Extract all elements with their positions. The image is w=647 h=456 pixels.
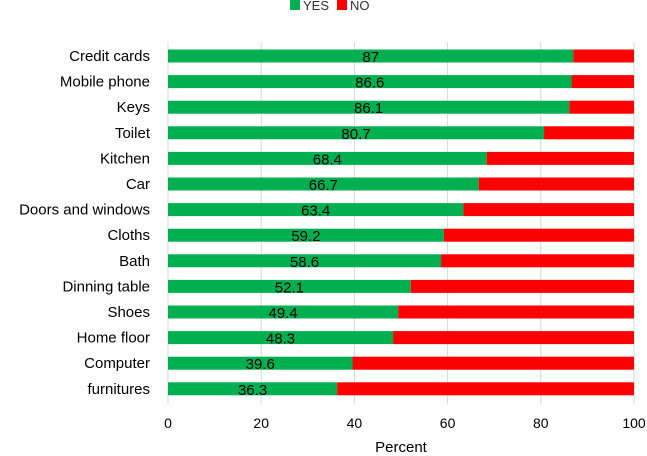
bar-yes-9 — [168, 279, 411, 293]
bar-yes-2 — [168, 100, 570, 114]
bar-no-7 — [443, 228, 634, 242]
category-label-6: Doors and windows — [19, 202, 150, 219]
legend-swatch-no — [337, 0, 347, 10]
category-label-9: Dinning table — [62, 278, 150, 295]
bar-no-11 — [393, 331, 634, 345]
category-label-1: Mobile phone — [60, 74, 150, 91]
category-label-11: Home floor — [77, 330, 150, 347]
bar-yes-11 — [168, 331, 394, 345]
gridlines — [167, 42, 635, 405]
bar-no-3 — [544, 126, 634, 140]
data-label-6: 63.4 — [301, 203, 330, 220]
category-label-10: Shoes — [107, 304, 150, 321]
data-label-4: 68.4 — [313, 151, 342, 168]
category-label-13: furnitures — [87, 381, 150, 398]
x-tick-100: 100 — [622, 415, 646, 431]
x-tick-40: 40 — [347, 415, 363, 431]
legend: YES NO — [290, 0, 370, 13]
bar-yes-7 — [168, 228, 444, 242]
bar-no-5 — [478, 177, 634, 191]
category-label-5: Car — [126, 176, 150, 193]
data-label-13: 36.3 — [238, 382, 267, 399]
category-labels: Credit cards Mobile phone Keys Toilet Kitche… — [19, 48, 151, 398]
bar-yes-4 — [168, 151, 487, 165]
x-tick-labels: 0 20 40 60 80 100 — [164, 415, 646, 431]
bar-no-1 — [571, 75, 634, 89]
x-tick-0: 0 — [164, 415, 172, 431]
x-tick-20: 20 — [253, 415, 269, 431]
data-label-12: 39.6 — [246, 356, 275, 373]
category-label-0: Credit cards — [69, 48, 150, 65]
bar-no-12 — [352, 356, 634, 370]
data-labels: 87 86.6 86.1 80.7 68.4 66.7 63.4 59.2 58.6 52.1 49… — [238, 49, 384, 399]
bar-yes-13 — [168, 382, 338, 396]
bar-yes-3 — [168, 126, 545, 140]
category-label-4: Kitchen — [100, 150, 150, 167]
category-label-2: Keys — [117, 99, 150, 116]
data-label-11: 48.3 — [266, 331, 295, 348]
data-label-10: 49.4 — [269, 305, 298, 322]
category-label-3: Toilet — [115, 125, 151, 142]
data-label-5: 66.7 — [309, 177, 338, 194]
bar-yes-1 — [168, 75, 572, 89]
data-label-3: 80.7 — [341, 126, 370, 143]
data-label-8: 58.6 — [290, 254, 319, 271]
bar-yes-5 — [168, 177, 479, 191]
data-label-9: 52.1 — [275, 279, 304, 296]
data-label-2: 86.1 — [354, 100, 383, 117]
bar-no-0 — [573, 49, 634, 63]
data-label-0: 87 — [362, 49, 379, 66]
bar-no-4 — [486, 151, 634, 165]
bar-yes-12 — [168, 356, 353, 370]
legend-label-yes: YES — [303, 0, 329, 13]
category-label-7: Cloths — [107, 227, 150, 244]
bar-yes-6 — [168, 203, 464, 217]
category-label-8: Bath — [119, 253, 150, 270]
bar-yes-0 — [168, 49, 574, 63]
legend-swatch-yes — [290, 0, 300, 10]
x-tick-80: 80 — [533, 415, 549, 431]
bar-yes-8 — [168, 254, 442, 268]
legend-label-no: NO — [350, 0, 370, 13]
bar-yes-10 — [168, 305, 399, 319]
x-axis-title: Percent — [375, 439, 428, 456]
bar-no-6 — [463, 203, 634, 217]
bar-no-10 — [398, 305, 634, 319]
bar-no-8 — [441, 254, 634, 268]
bar-no-2 — [569, 100, 634, 114]
x-tick-60: 60 — [440, 415, 456, 431]
bar-no-9 — [410, 279, 634, 293]
category-label-12: Computer — [84, 355, 150, 372]
data-label-1: 86.6 — [355, 75, 384, 92]
data-label-7: 59.2 — [291, 228, 320, 245]
bar-no-13 — [337, 382, 634, 396]
bars — [168, 49, 634, 396]
